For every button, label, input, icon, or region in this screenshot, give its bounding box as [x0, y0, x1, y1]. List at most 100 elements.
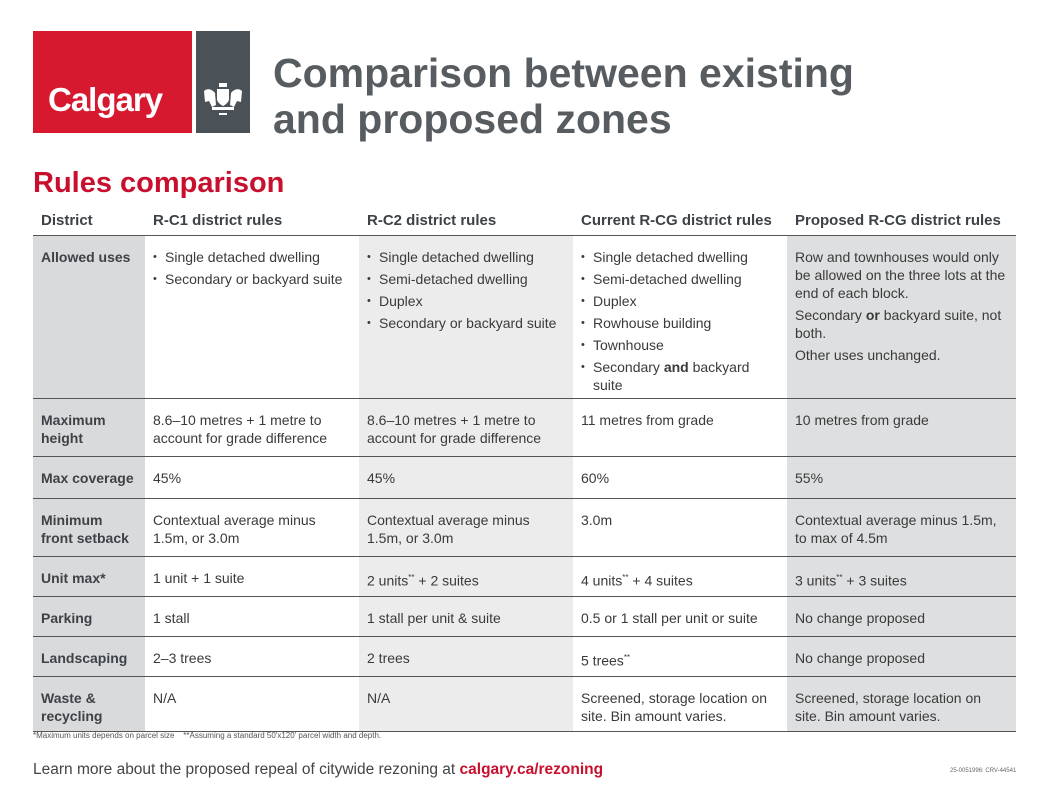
- table-cell: No change proposed: [787, 636, 1016, 677]
- list-item: Secondary and backyard suite: [581, 358, 779, 394]
- table-header-row: District R-C1 district rules R-C2 distri…: [33, 207, 1016, 236]
- cell-text: Secondary or backyard suite: [379, 314, 557, 331]
- table-row: Landscaping 2–3 trees 2 trees 5 trees** No c…: [33, 636, 1016, 677]
- cell-text: Duplex: [593, 292, 637, 309]
- table-row: Waste & recycling N/A N/A Screened, storage…: [33, 676, 1016, 732]
- table-cell: Screened, storage location on site. Bin …: [573, 676, 787, 732]
- cell-text: Row and townhouses would only be allowed…: [795, 248, 1006, 301]
- cell-paragraph: 1 unit + 1 suite: [153, 569, 351, 587]
- cell-text: No change proposed: [795, 609, 925, 626]
- cell-text: Secondary: [593, 358, 664, 375]
- cell-text: **: [622, 572, 629, 582]
- row-label: Maximum height: [33, 398, 145, 457]
- table-cell: 2 units** + 2 suites: [359, 556, 573, 597]
- cell-text: Semi-detached dwelling: [379, 270, 528, 287]
- table-cell: 11 metres from grade: [573, 398, 787, 457]
- table-cell: 8.6–10 metres + 1 metre to account for g…: [145, 398, 359, 457]
- cell-paragraph: Other uses unchanged.: [795, 346, 1008, 364]
- cell-text: + 3 suites: [842, 572, 907, 589]
- table-row: Unit max* 1 unit + 1 suite 2 units** + 2 s…: [33, 556, 1016, 597]
- column-header: Current R-CG district rules: [573, 207, 787, 236]
- list-item: Single detached dwelling: [367, 248, 565, 266]
- table-cell: Contextual average minus 1.5m, or 3.0m: [359, 498, 573, 557]
- learn-more: Learn more about the proposed repeal of …: [33, 761, 603, 779]
- cell-text: Single detached dwelling: [165, 248, 320, 265]
- cell-text: Screened, storage location on site. Bin …: [795, 689, 982, 724]
- list-item: Duplex: [367, 292, 565, 310]
- list-item: Semi-detached dwelling: [581, 270, 779, 288]
- table-cell: Row and townhouses would only be allowed…: [787, 235, 1016, 399]
- cell-paragraph: 3 units** + 3 suites: [795, 569, 1008, 590]
- list-item: Semi-detached dwelling: [367, 270, 565, 288]
- cell-text: Screened, storage location on site. Bin …: [581, 689, 768, 724]
- cell-paragraph: 8.6–10 metres + 1 metre to account for g…: [153, 411, 351, 447]
- cell-paragraph: 0.5 or 1 stall per unit or suite: [581, 609, 779, 627]
- document-code: 25-0051996: CRV-44541: [950, 768, 1017, 774]
- cell-paragraph: 2 units** + 2 suites: [367, 569, 565, 590]
- list-item: Townhouse: [581, 336, 779, 354]
- table-cell: 1 stall: [145, 596, 359, 637]
- cell-paragraph: 10 metres from grade: [795, 411, 1008, 429]
- cell-text: Townhouse: [593, 336, 664, 353]
- cell-text: 60%: [581, 469, 610, 486]
- row-label: Minimum front setback: [33, 498, 145, 557]
- table-cell: Single detached dwelling Secondary or bac…: [145, 235, 359, 399]
- footnote: *Maximum units depends on parcel size **…: [33, 731, 382, 740]
- table-cell: 5 trees**: [573, 636, 787, 677]
- cell-paragraph: 1 stall per unit & suite: [367, 609, 565, 627]
- table-cell: 8.6–10 metres + 1 metre to account for g…: [359, 398, 573, 457]
- row-label: Landscaping: [33, 636, 145, 677]
- list-item: Secondary or backyard suite: [153, 270, 351, 288]
- table-row: Allowed uses Single detached dwelling Seco…: [33, 235, 1016, 399]
- cell-paragraph: 4 units** + 4 suites: [581, 569, 779, 590]
- logo-text: Calgary: [48, 81, 163, 118]
- cell-paragraph: No change proposed: [795, 649, 1008, 667]
- cell-text: 0.5 or 1 stall per unit or suite: [581, 609, 758, 626]
- cell-paragraph: Contextual average minus 1.5m, to max of…: [795, 511, 1008, 547]
- table-cell: N/A: [145, 676, 359, 732]
- table-cell: 2 trees: [359, 636, 573, 677]
- rezoning-link[interactable]: calgary.ca/rezoning: [459, 761, 604, 778]
- table-cell: N/A: [359, 676, 573, 732]
- cell-paragraph: Contextual average minus 1.5m, or 3.0m: [153, 511, 351, 547]
- cell-paragraph: 8.6–10 metres + 1 metre to account for g…: [367, 411, 565, 447]
- table-cell: 45%: [359, 456, 573, 499]
- cell-text: 55%: [795, 469, 824, 486]
- cell-paragraph: Contextual average minus 1.5m, or 3.0m: [367, 511, 565, 547]
- table-row: Parking 1 stall 1 stall per unit & suite 0.…: [33, 596, 1016, 637]
- cell-text: **: [623, 652, 631, 662]
- cell-paragraph: 45%: [367, 469, 565, 487]
- table-cell: No change proposed: [787, 596, 1016, 637]
- cell-text: Duplex: [379, 292, 423, 309]
- cell-paragraph: 2–3 trees: [153, 649, 351, 667]
- cell-text: + 4 suites: [628, 572, 693, 589]
- row-label: Unit max*: [33, 556, 145, 597]
- list-item: Single detached dwelling: [153, 248, 351, 266]
- learn-more-text: Learn more about the proposed repeal of …: [33, 761, 460, 778]
- cell-text: 1 unit + 1 suite: [153, 569, 245, 586]
- table-cell: 10 metres from grade: [787, 398, 1016, 457]
- list-item: Rowhouse building: [581, 314, 779, 332]
- table-cell: Contextual average minus 1.5m, or 3.0m: [145, 498, 359, 557]
- cell-paragraph: 5 trees**: [581, 649, 779, 670]
- cell-text: 2–3 trees: [153, 649, 212, 666]
- cell-text: **: [836, 572, 843, 582]
- row-label: Waste & recycling: [33, 676, 145, 732]
- table-cell: 2–3 trees: [145, 636, 359, 677]
- title-line-1: Comparison between existing: [273, 50, 854, 96]
- table-row: Maximum height 8.6–10 metres + 1 metre to…: [33, 398, 1016, 457]
- cell-text: 8.6–10 metres + 1 metre to account for g…: [153, 411, 328, 446]
- cell-text: backyard suite, not both.: [795, 306, 1002, 341]
- column-header: R-C2 district rules: [359, 207, 573, 236]
- list-item: Secondary or backyard suite: [367, 314, 565, 332]
- table-cell: 3 units** + 3 suites: [787, 556, 1016, 597]
- cell-text: Semi-detached dwelling: [593, 270, 742, 287]
- row-label: Parking: [33, 596, 145, 637]
- section-heading: Rules comparison: [33, 167, 285, 199]
- table-row: Max coverage 45% 45% 60% 55%: [33, 456, 1016, 499]
- calgary-logo: Calgary: [33, 31, 192, 133]
- cell-text: 2 trees: [367, 649, 410, 666]
- cell-text: backyard suite: [593, 358, 750, 393]
- cell-paragraph: Screened, storage location on site. Bin …: [795, 689, 1008, 725]
- cell-paragraph: 2 trees: [367, 649, 565, 667]
